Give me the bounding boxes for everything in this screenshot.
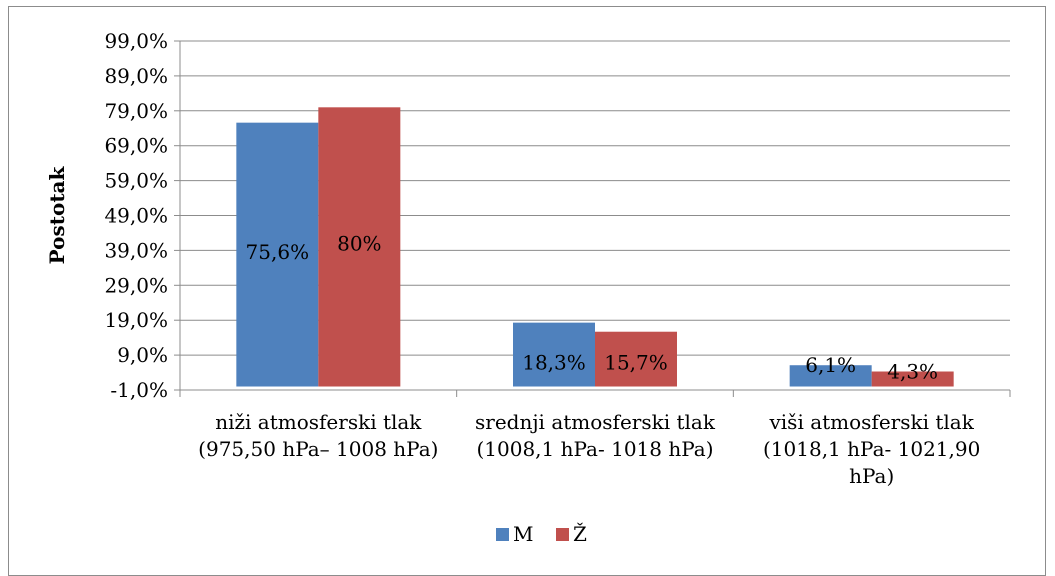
y-tick-label: 49,0% — [104, 204, 168, 228]
chart-frame — [8, 6, 1046, 576]
data-label: 80% — [337, 231, 381, 255]
legend-swatch — [556, 528, 569, 541]
y-tick-label: 39,0% — [104, 238, 168, 262]
legend-label: M — [513, 522, 533, 546]
bar-m-1 — [513, 322, 595, 387]
y-tick-label: 19,0% — [104, 308, 168, 332]
y-tick-label: 79,0% — [104, 99, 168, 123]
data-label: 15,7% — [604, 351, 668, 375]
x-category-label: (1018,1 hPa- 1021,90 — [763, 437, 980, 461]
y-axis-title: Postotak — [45, 165, 69, 264]
bar-z-0 — [318, 107, 401, 387]
bar-z-1 — [595, 331, 677, 387]
bar-m-0 — [236, 122, 319, 387]
y-tick-label: 99,0% — [104, 29, 168, 53]
x-category-label: (975,50 hPa– 1008 hPa) — [198, 437, 438, 461]
y-tick-label: -1,0% — [110, 378, 168, 402]
legend-label: Ž — [573, 522, 587, 546]
x-category-label: niži atmosferski tlak — [215, 410, 422, 434]
x-category-label: hPa) — [849, 464, 894, 488]
data-label: 18,3% — [522, 351, 586, 375]
x-category-label: viši atmosferski tlak — [768, 410, 974, 434]
data-label: 6,1% — [805, 353, 856, 377]
x-category-label: (1008,1 hPa- 1018 hPa) — [476, 437, 713, 461]
data-label: 4,3% — [887, 360, 938, 384]
y-tick-label: 69,0% — [104, 134, 168, 158]
y-tick-label: 29,0% — [104, 273, 168, 297]
bar-z-2 — [871, 371, 954, 387]
data-label: 75,6% — [246, 240, 310, 264]
y-tick-label: 9,0% — [117, 343, 168, 367]
y-tick-label: 59,0% — [104, 169, 168, 193]
legend-swatch — [496, 528, 509, 541]
y-tick-label: 89,0% — [104, 64, 168, 88]
x-category-label: srednji atmosferski tlak — [475, 410, 716, 434]
bar-m-2 — [789, 365, 872, 387]
